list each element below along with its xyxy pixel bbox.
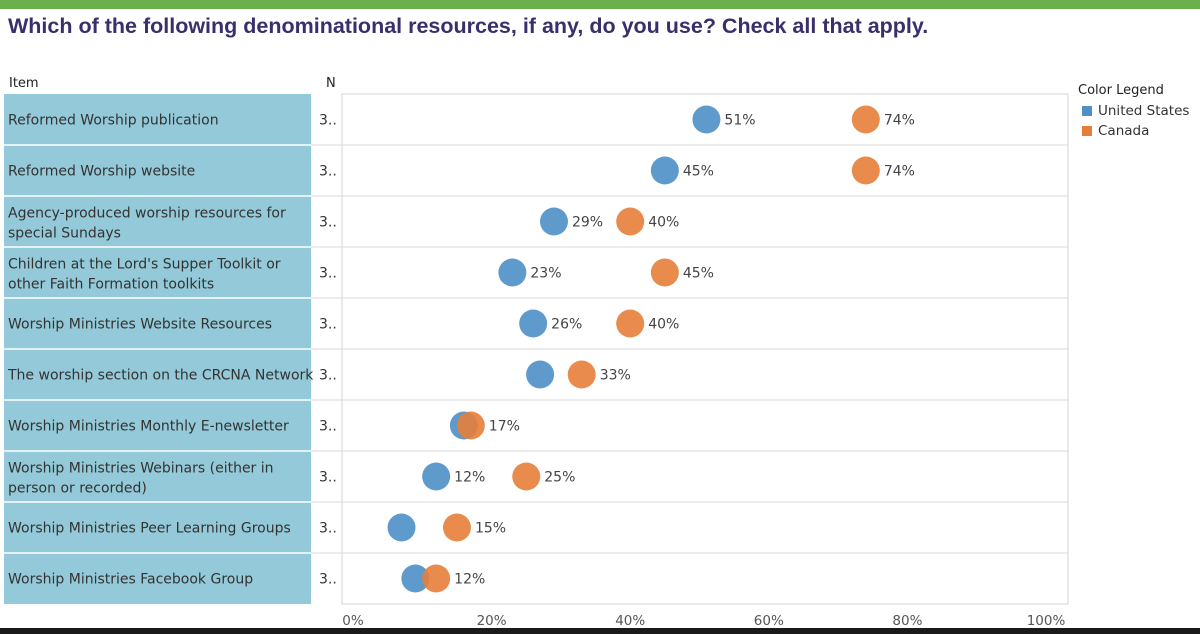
category-label: Agency-produced worship resources for spe…	[8, 206, 286, 242]
x-tick-label: 100%	[1027, 613, 1066, 629]
category-label: Worship Ministries Webinars (either in pe…	[8, 461, 274, 497]
n-value: 3..	[319, 215, 337, 231]
canada-data-point	[512, 462, 541, 491]
canada-data-point	[442, 513, 471, 542]
us-data-label: 51%	[724, 113, 755, 129]
legend-swatch-canada	[1082, 126, 1092, 136]
n-column-header: N	[326, 76, 336, 91]
us-data-label: 23%	[530, 266, 561, 282]
n-value: 3..	[319, 164, 337, 180]
canada-data-point	[851, 105, 880, 134]
legend-label-canada: Canada	[1098, 123, 1150, 139]
legend-label-us: United States	[1098, 103, 1190, 119]
canada-data-point	[567, 360, 596, 389]
us-data-label: 29%	[572, 215, 603, 231]
us-data-label: 12%	[454, 470, 485, 486]
x-tick-label: 80%	[892, 613, 922, 629]
category-label: Reformed Worship publication	[8, 113, 219, 129]
category-label: Worship Ministries Website Resources	[8, 317, 272, 333]
us-data-point	[519, 309, 548, 338]
top-accent-bar	[0, 0, 1200, 9]
canada-data-point	[650, 258, 679, 287]
canada-data-label: 40%	[648, 215, 679, 231]
category-label: Worship Ministries Peer Learning Groups	[8, 521, 291, 537]
legend-item-us[interactable]: United States	[1082, 103, 1189, 119]
us-data-point	[692, 105, 721, 134]
us-data-point	[401, 564, 430, 593]
canada-data-point	[851, 156, 880, 185]
n-value: 3..	[319, 470, 337, 486]
n-value: 3..	[319, 368, 337, 384]
n-value: 3..	[319, 113, 337, 129]
legend-swatch-us	[1082, 106, 1092, 116]
us-data-label: 26%	[551, 317, 582, 333]
us-data-point	[422, 462, 451, 491]
category-label: Children at the Lord's Supper Toolkit or…	[8, 257, 281, 293]
canada-data-label: 25%	[544, 470, 575, 486]
legend-item-canada[interactable]: Canada	[1082, 123, 1149, 139]
canada-data-label: 33%	[600, 368, 631, 384]
canada-data-label: 40%	[648, 317, 679, 333]
us-data-point	[539, 207, 568, 236]
n-value: 3..	[319, 572, 337, 588]
x-tick-label: 40%	[615, 613, 645, 629]
n-value: 3..	[319, 419, 337, 435]
canada-data-label: 74%	[884, 164, 915, 180]
us-data-point	[650, 156, 679, 185]
category-label: Worship Ministries Monthly E-newsletter	[8, 419, 289, 435]
canada-data-point	[422, 564, 451, 593]
bottom-bar	[0, 628, 1200, 634]
canada-data-label: 17%	[489, 419, 520, 435]
n-value: 3..	[319, 521, 337, 537]
canada-data-label: 74%	[884, 113, 915, 129]
category-label: Reformed Worship website	[8, 164, 195, 180]
canada-data-label: 12%	[454, 572, 485, 588]
n-value: 3..	[319, 266, 337, 282]
us-data-point	[387, 513, 416, 542]
page-title: Which of the following denominational re…	[8, 14, 929, 38]
x-tick-label: 20%	[477, 613, 507, 629]
legend-title: Color Legend	[1078, 83, 1164, 98]
canada-data-label: 15%	[475, 521, 506, 537]
canada-data-label: 45%	[683, 266, 714, 282]
canada-data-point	[456, 411, 485, 440]
us-data-label: 45%	[683, 164, 714, 180]
us-data-point	[498, 258, 527, 287]
us-data-point	[526, 360, 555, 389]
item-column-header: Item	[9, 76, 39, 91]
x-tick-label: 0%	[342, 613, 364, 629]
n-value: 3..	[319, 317, 337, 333]
canada-data-point	[616, 207, 645, 236]
x-tick-label: 60%	[754, 613, 784, 629]
canada-data-point	[616, 309, 645, 338]
category-label: The worship section on the CRCNA Network	[7, 368, 314, 384]
category-label: Worship Ministries Facebook Group	[8, 572, 253, 588]
